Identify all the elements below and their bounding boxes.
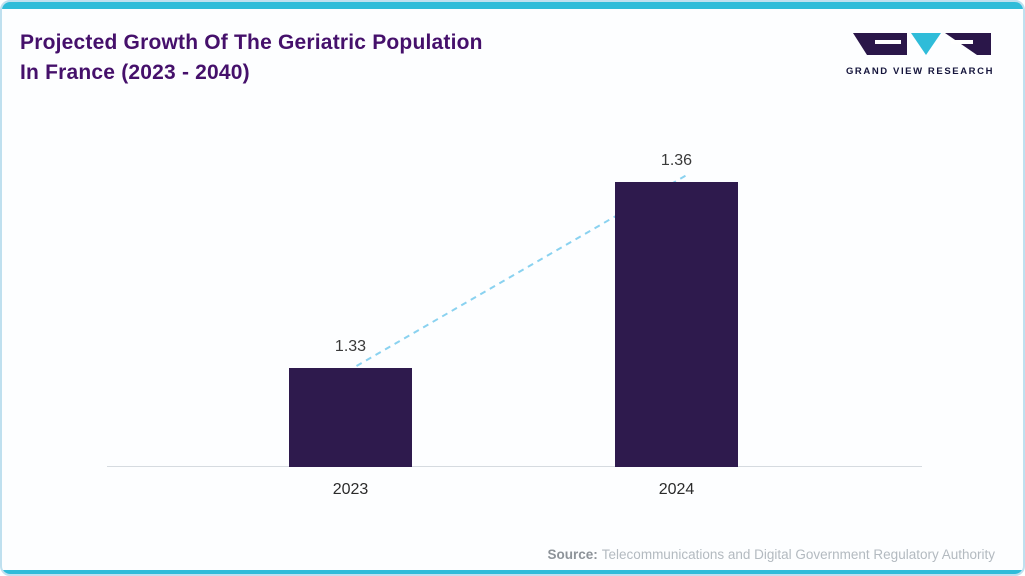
bar-2023 (289, 368, 412, 467)
bar-value-label: 1.33 (334, 338, 367, 355)
chart-title-line1: Projected Growth Of The Geriatric Popula… (20, 31, 483, 54)
source-text: Telecommunications and Digital Governmen… (601, 547, 995, 562)
bar-value-label: 1.36 (660, 152, 693, 169)
gvr-logo-icon (853, 33, 991, 55)
x-axis-line (107, 466, 922, 467)
source-note: Source: Telecommunications and Digital Go… (548, 547, 995, 562)
bar-2024 (615, 182, 738, 467)
brand-logo-text: GRAND VIEW RESEARCH (845, 66, 995, 77)
chart-title-line2: In France (2023 - 2040) (20, 61, 250, 84)
source-label: Source: (547, 547, 598, 562)
chart-title: Projected Growth Of The Geriatric Popula… (20, 28, 700, 88)
bottom-accent-bar (2, 570, 1023, 574)
x-tick-label: 2024 (658, 481, 695, 498)
x-tick-label: 2023 (332, 481, 369, 498)
brand-logo: GRAND VIEW RESEARCH (845, 30, 995, 77)
top-accent-bar (2, 2, 1023, 9)
